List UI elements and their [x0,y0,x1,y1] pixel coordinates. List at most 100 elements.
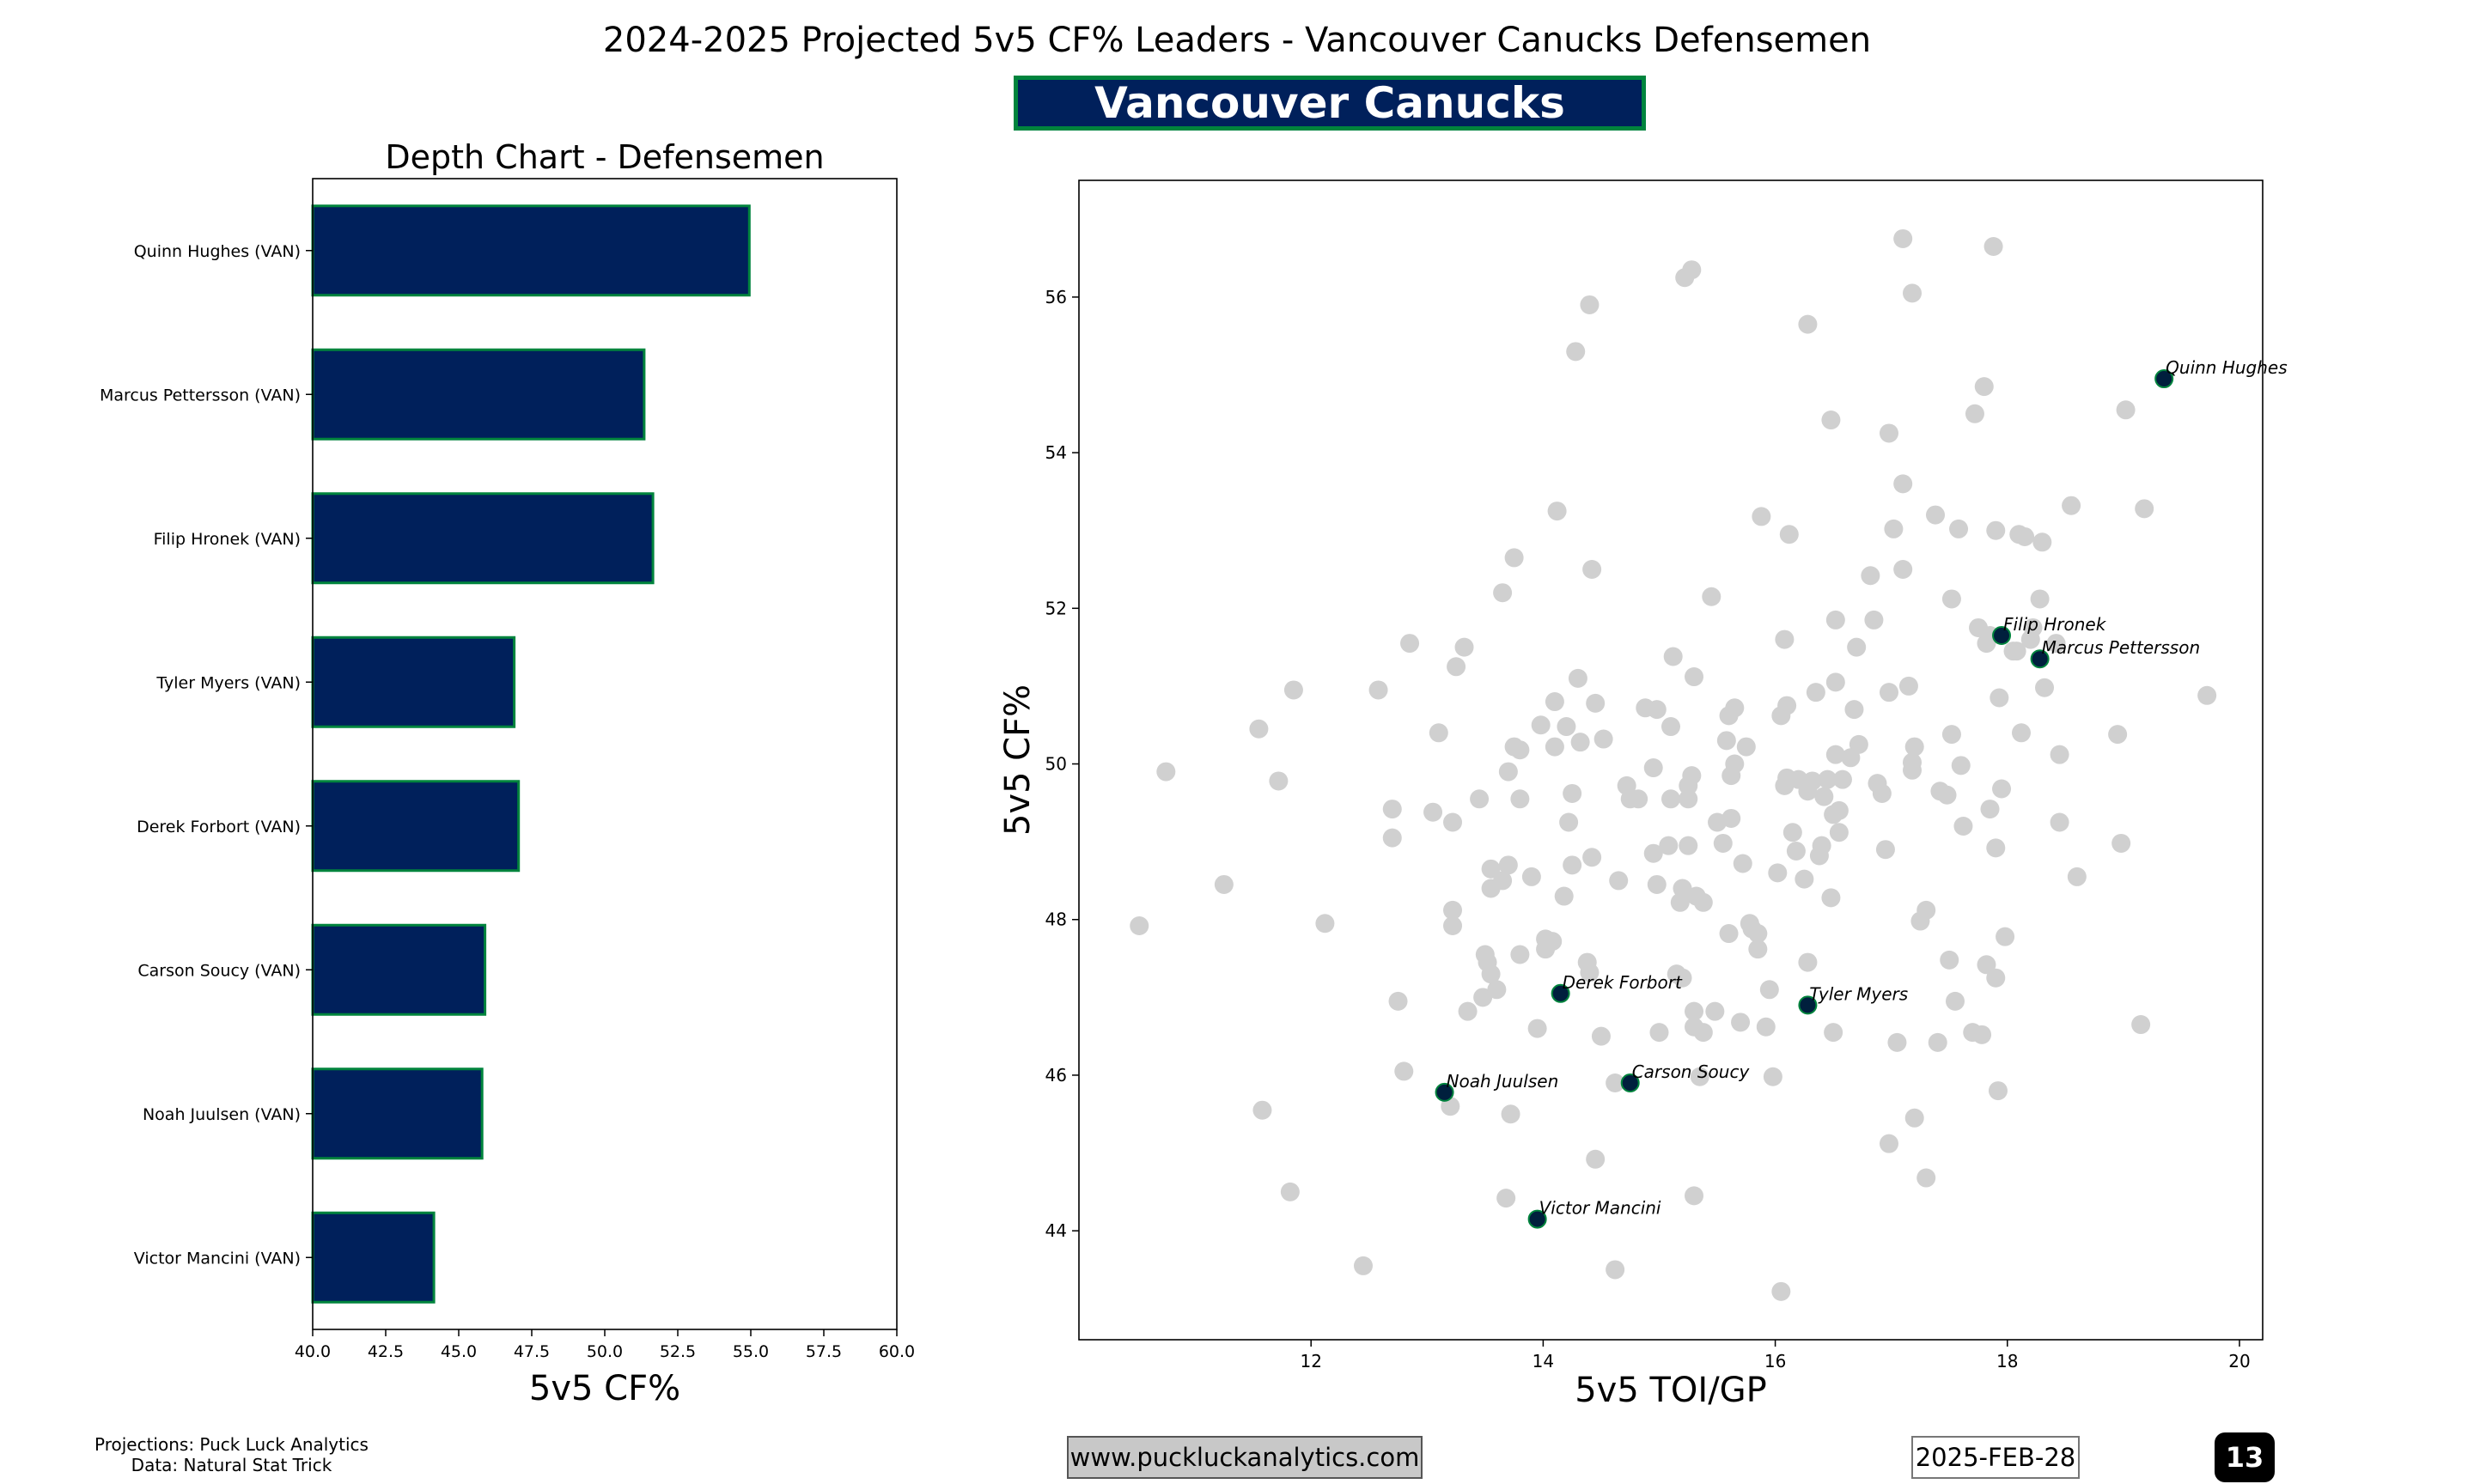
league-point [2023,617,2043,637]
league-point [1887,1032,1907,1052]
x-tick-label: 20 [2228,1351,2250,1371]
y-tick-label: 52 [1045,598,1067,618]
league-point [1543,932,1563,952]
league-point [1559,812,1579,832]
league-point [1382,800,1402,819]
y-tick-label: Marcus Pettersson (VAN) [100,386,301,404]
league-point [1821,888,1841,908]
league-point [1545,692,1564,712]
league-point [1980,800,2000,819]
league-point [1682,260,1702,280]
league-point [2050,745,2069,764]
league-point [1849,734,1868,754]
league-point [1670,892,1690,912]
league-point [1940,950,1959,970]
league-point [1647,700,1667,720]
league-point [1547,502,1567,521]
league-point [1872,783,1892,803]
league-point [1629,789,1648,809]
league-point [1983,237,2003,257]
league-point [1447,657,1466,677]
league-point [1795,869,1814,889]
x-tick-label: 18 [1996,1351,2018,1371]
league-point [1566,342,1586,362]
bar [311,348,646,441]
league-point [1582,560,1602,580]
highlighted-point [1435,1082,1454,1102]
league-point [2131,1015,2151,1035]
x-tick-label: 50.0 [587,1342,623,1361]
point-label: Victor Mancini [1539,1198,1661,1219]
league-point [1977,955,1996,975]
y-tick-label: 50 [1045,754,1067,775]
league-point [2007,642,2026,661]
league-point [1481,964,1501,984]
league-point [2050,812,2069,832]
league-point [1580,295,1600,314]
league-point [1443,915,1463,935]
league-point [1481,859,1501,879]
league-point [2108,725,2128,745]
league-point [1580,963,1600,982]
x-tick-label: 57.5 [806,1342,842,1361]
league-point [1949,519,1969,538]
league-point [1382,828,1402,848]
league-point [1693,1023,1713,1043]
league-point [2197,685,2217,705]
date-label: 2025-FEB-28 [1911,1436,2080,1479]
league-point [1748,924,1768,944]
league-point [1990,688,2009,708]
league-point [1501,1104,1520,1124]
league-point [1531,715,1551,735]
league-point [1829,800,1849,820]
league-point [1368,680,1388,700]
league-point [1821,411,1841,430]
league-point [1504,548,1524,568]
point-label: Derek Forbort [1563,972,1683,993]
y-tick-label: Victor Mancini (VAN) [134,1249,301,1268]
league-point [1893,474,1913,494]
league-point [1283,680,1303,700]
league-point [1458,1001,1478,1021]
y-tick-label: Derek Forbort (VAN) [137,818,301,836]
league-point [1771,1281,1791,1301]
x-tick-label: 55.0 [733,1342,769,1361]
league-point [1510,945,1530,964]
league-point [1736,737,1756,757]
website-label: www.puckluckanalytics.com [1067,1436,1423,1479]
league-point [1798,314,1818,334]
point-label: Marcus Pettersson [2042,637,2201,658]
league-point [2062,496,2081,515]
league-point [1748,940,1768,959]
league-point [1847,637,1867,657]
league-point [1806,683,1825,702]
league-point [1443,812,1463,832]
league-point [1893,560,1913,580]
highlighted-point [1798,995,1818,1015]
league-point [2030,589,2050,609]
highlighted-point [1551,983,1570,1003]
y-tick-label: 44 [1045,1220,1067,1241]
league-point [1470,789,1490,809]
league-point [1591,1026,1611,1046]
y-tick-label: Quinn Hughes (VAN) [134,242,301,261]
league-point [1986,520,2006,540]
x-tick-label: 16 [1764,1351,1786,1371]
league-point [1647,874,1667,894]
league-point [1814,787,1834,806]
league-point [1937,785,1957,805]
league-point [1904,737,1924,757]
league-point [1926,505,1946,525]
league-point [1388,991,1408,1011]
league-point [1679,836,1698,855]
league-point [1679,789,1698,809]
y-tick-label: Carson Soucy (VAN) [137,961,301,980]
highlighted-point [1992,626,2012,646]
league-point [1945,991,1965,1011]
league-point [1916,1168,1936,1188]
league-point [1353,1256,1373,1275]
bar [311,1211,436,1304]
league-point [1825,610,1845,629]
page-title: 2024-2025 Projected 5v5 CF% Leaders - Va… [602,21,1872,60]
